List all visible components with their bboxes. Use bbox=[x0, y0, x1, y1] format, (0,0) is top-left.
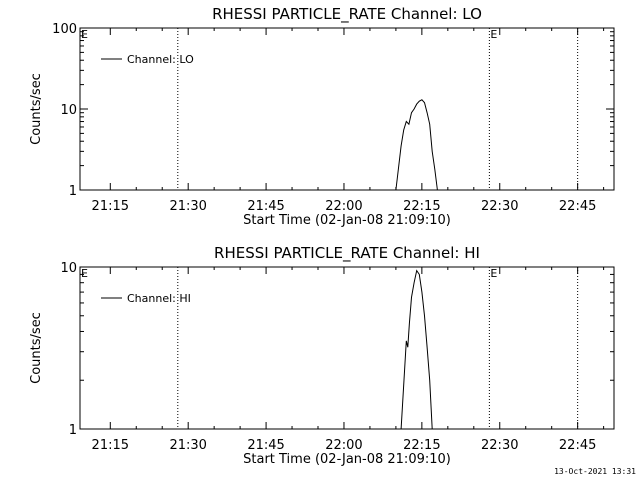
series-line bbox=[395, 99, 438, 191]
y-tick-label: 10 bbox=[60, 103, 77, 118]
plot-frame-1 bbox=[79, 266, 615, 430]
x-tick-label: 22:30 bbox=[481, 438, 518, 453]
legend-label: Channel: LO bbox=[127, 53, 194, 66]
date-stamp: 13-Oct-2021 13:31 bbox=[554, 467, 636, 476]
x-tick-label: 21:30 bbox=[169, 438, 206, 453]
x-tick-label: 22:00 bbox=[325, 438, 362, 453]
x-tick-label: 22:45 bbox=[559, 199, 596, 214]
x-axis-label: Start Time (02-Jan-08 21:09:10) bbox=[243, 213, 451, 228]
x-tick-label: 21:45 bbox=[247, 199, 284, 214]
y-axis-label: Counts/sec bbox=[29, 73, 44, 145]
x-tick-label: 22:30 bbox=[481, 199, 518, 214]
y-tick-label: 1 bbox=[69, 423, 77, 438]
x-tick-label: 21:45 bbox=[247, 438, 284, 453]
y-tick-label: 100 bbox=[52, 22, 77, 37]
y-tick-label: 1 bbox=[69, 184, 77, 199]
x-tick-label: 22:15 bbox=[403, 438, 440, 453]
x-tick-label: 21:15 bbox=[92, 438, 129, 453]
event-marker-label: E bbox=[490, 28, 497, 41]
x-axis-label: Start Time (02-Jan-08 21:09:10) bbox=[243, 452, 451, 467]
left-marker-label: E bbox=[81, 267, 88, 280]
left-marker-label: E bbox=[81, 28, 88, 41]
series-line bbox=[400, 269, 433, 430]
x-tick-label: 21:30 bbox=[169, 199, 206, 214]
event-marker-label: E bbox=[490, 267, 497, 280]
chart-title-0: RHESSI PARTICLE_RATE Channel: LO bbox=[212, 5, 482, 24]
x-tick-label: 22:45 bbox=[559, 438, 596, 453]
x-tick-label: 22:00 bbox=[325, 199, 362, 214]
x-tick-label: 22:15 bbox=[403, 199, 440, 214]
chart-title-1: RHESSI PARTICLE_RATE Channel: HI bbox=[214, 244, 480, 263]
x-tick-label: 21:15 bbox=[92, 199, 129, 214]
y-axis-label: Counts/sec bbox=[29, 312, 44, 384]
legend-label: Channel: HI bbox=[127, 292, 191, 305]
y-tick-label: 10 bbox=[60, 261, 77, 276]
